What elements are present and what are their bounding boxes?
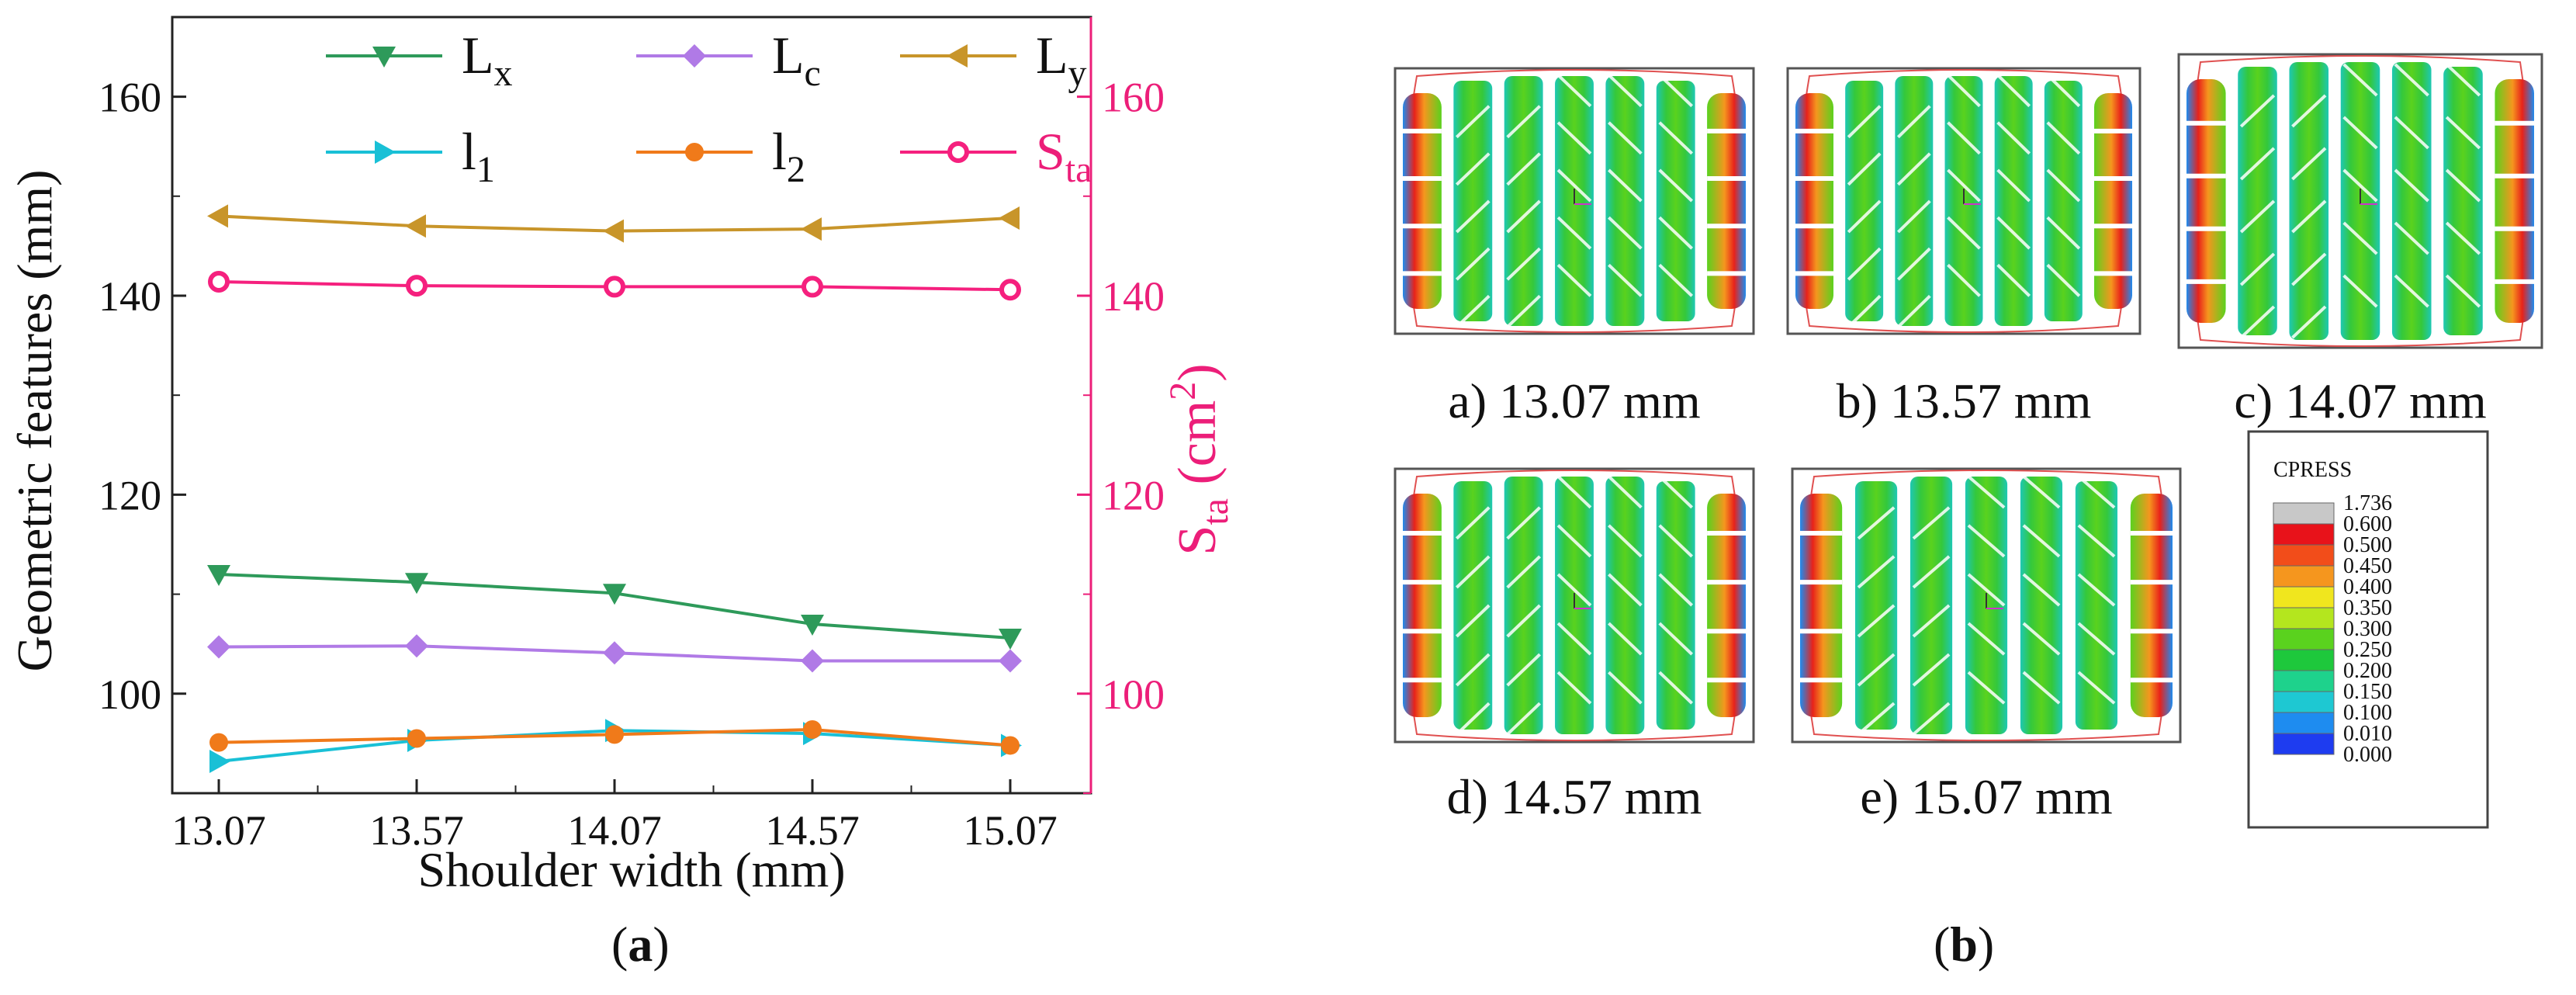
y-axis-label: Geometric features (mm) — [7, 170, 62, 672]
point-l2 — [605, 725, 624, 744]
point-ly — [801, 217, 822, 241]
legend-label-l1: l1 — [462, 122, 495, 190]
x-tick-label: 15.07 — [963, 807, 1058, 854]
y-tick-label: 120 — [99, 472, 161, 518]
legend-label-main: l — [772, 122, 787, 181]
point-ly — [207, 204, 228, 228]
legend-label-sub: y — [1068, 53, 1087, 94]
axes-layer: 100 120 140 160 100 120 140 160 13.07 13.57 14.07 1… — [7, 16, 1236, 897]
y2-tick-label: 140 — [1102, 273, 1165, 320]
point-lx — [405, 573, 428, 595]
legend-label-ly: Ly — [1036, 26, 1087, 94]
legend-label-sub: 2 — [787, 149, 805, 190]
y2-label-main: S — [1168, 525, 1227, 556]
series-layer — [207, 204, 1022, 773]
legend-label-sub: ta — [1065, 149, 1092, 190]
point-sta — [802, 276, 823, 298]
legend-label-main: L — [772, 26, 805, 85]
y2-axis-label: Sta (cm2) — [1162, 363, 1236, 555]
point-l1 — [209, 749, 230, 773]
caption-b: (b) — [1934, 917, 1995, 972]
y-tick-label: 100 — [99, 671, 161, 718]
caption-b-letter: b — [1950, 917, 1978, 972]
point-lc — [405, 634, 428, 658]
y2-label-close: ) — [1168, 363, 1227, 381]
legend-label-sub: x — [494, 53, 513, 94]
series-line-lx — [218, 572, 1011, 640]
legend-label-sta: Sta — [1036, 122, 1092, 190]
legend-marker-l2 — [685, 143, 704, 161]
point-lx — [207, 564, 230, 586]
legend-label-lc: Lc — [772, 26, 821, 94]
legend-label-sub: 1 — [476, 149, 495, 190]
legend-label-main: S — [1036, 122, 1065, 181]
plot-frame — [171, 16, 1092, 795]
point-ly — [999, 206, 1020, 230]
point-ly — [603, 219, 624, 243]
y-tick-label: 140 — [99, 273, 161, 320]
legend-marker-ly — [947, 44, 968, 68]
legend-label-sub: c — [805, 53, 821, 94]
y2-label-sup: 2 — [1162, 382, 1203, 400]
point-l2 — [407, 729, 426, 748]
point-lc — [207, 635, 230, 659]
legend-label-main: L — [462, 26, 494, 85]
y2-label-unit: (cm — [1168, 400, 1227, 498]
point-l2 — [803, 719, 822, 739]
point-ly — [405, 214, 426, 238]
point-lc — [603, 641, 626, 665]
point-lx — [999, 629, 1022, 650]
point-l2 — [209, 733, 228, 752]
point-sta — [604, 276, 625, 298]
legend-marker-lc — [683, 44, 706, 68]
point-sta — [999, 279, 1021, 301]
y2-tick-label: 160 — [1102, 75, 1165, 121]
x-tick-label: 14.57 — [765, 807, 860, 854]
legend-label-main: L — [1036, 26, 1068, 85]
y2-tick-label: 120 — [1102, 472, 1165, 518]
point-l2 — [1001, 736, 1020, 755]
legend-marker-lx — [372, 47, 396, 68]
legend-marker-sta — [947, 141, 969, 163]
point-sta — [406, 275, 428, 297]
point-lc — [801, 649, 824, 673]
point-sta — [208, 271, 230, 293]
point-lx — [603, 584, 626, 605]
caption-a-letter: a — [628, 917, 653, 972]
y2-tick-label: 100 — [1102, 671, 1165, 718]
x-axis-label: Shoulder width (mm) — [417, 842, 845, 897]
y2-label-sub: ta — [1195, 498, 1236, 525]
legend-label-l2: l2 — [772, 122, 805, 190]
legend-label-lx: Lx — [462, 26, 513, 94]
x-tick-label: 13.57 — [369, 807, 464, 854]
caption-a: (a) — [611, 917, 670, 972]
point-lc — [999, 649, 1022, 673]
point-lx — [801, 615, 824, 636]
y-tick-label: 160 — [99, 75, 161, 121]
x-tick-label: 14.07 — [567, 807, 662, 854]
x-tick-label: 13.07 — [171, 807, 266, 854]
legend-marker-l1 — [375, 140, 396, 164]
legend-label-main: l — [462, 122, 476, 181]
